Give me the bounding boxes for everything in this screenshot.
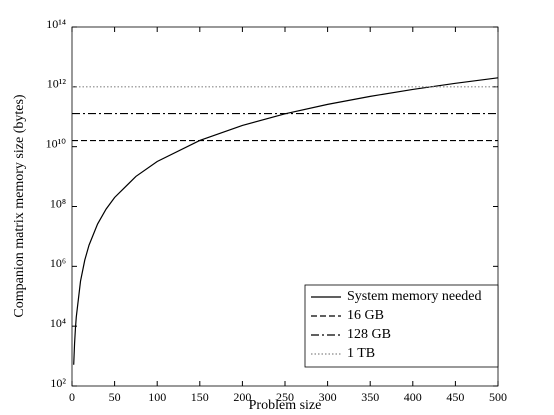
- legend-label: 16 GB: [347, 308, 384, 323]
- x-tick-label: 50: [109, 390, 121, 404]
- x-tick-label: 300: [319, 390, 337, 404]
- x-tick-label: 500: [489, 390, 507, 404]
- x-tick-label: 100: [148, 390, 166, 404]
- legend-label: 128 GB: [347, 327, 391, 342]
- series-line: [73, 77, 499, 365]
- x-tick-label: 150: [191, 390, 209, 404]
- y-tick-label: 10⁸: [50, 196, 66, 210]
- y-tick-label: 10²: [50, 376, 66, 390]
- x-tick-label: 200: [233, 390, 251, 404]
- x-axis-label: Problem size: [249, 398, 322, 413]
- y-axis-label: Companion matrix memory size (bytes): [12, 94, 27, 318]
- x-tick-label: 450: [446, 390, 464, 404]
- y-tick-label: 10⁴: [50, 316, 66, 330]
- y-tick-label: 10⁶: [50, 256, 66, 270]
- y-tick-label: 10¹⁴: [46, 17, 66, 31]
- legend-label: System memory needed: [347, 289, 482, 304]
- x-tick-label: 350: [361, 390, 379, 404]
- x-tick-label: 250: [276, 390, 294, 404]
- y-tick-label: 10¹⁰: [46, 136, 67, 150]
- legend-label: 1 TB: [347, 346, 375, 361]
- y-tick-label: 10¹²: [47, 77, 67, 91]
- legend-box: [304, 284, 499, 368]
- x-tick-label: 400: [404, 390, 422, 404]
- x-tick-label: 0: [69, 390, 75, 404]
